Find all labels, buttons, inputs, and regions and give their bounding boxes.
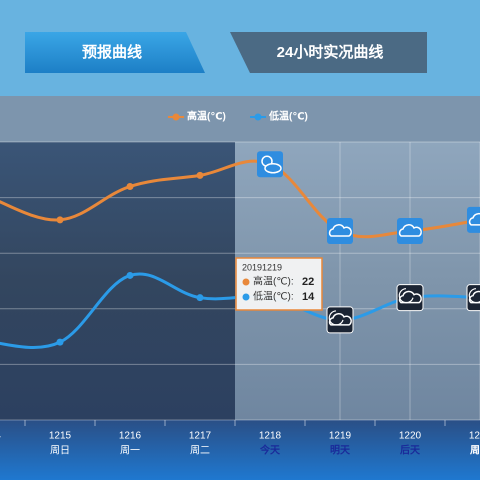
legend-dot xyxy=(254,113,262,121)
legend-dot xyxy=(172,113,180,121)
weather-icon xyxy=(396,284,424,312)
tooltip-dot xyxy=(242,278,250,286)
legend-label: 低温(℃) xyxy=(268,110,308,123)
x-tick-label: 1219 xyxy=(329,431,352,442)
x-sub-label: 周一 xyxy=(120,445,140,457)
tooltip-label: 低温(℃): xyxy=(253,290,294,303)
tooltip-title: 20191219 xyxy=(242,262,282,272)
weather-icon xyxy=(468,288,480,304)
tab-label[interactable]: 24小时实况曲线 xyxy=(277,43,384,61)
x-tick-label: 1216 xyxy=(119,431,142,442)
weather-icon xyxy=(328,224,352,237)
weather-icon xyxy=(398,290,422,304)
weather-icon xyxy=(467,206,480,233)
legend-bg xyxy=(0,96,480,142)
x-tick-label: 1214 xyxy=(0,431,2,442)
x-tick-label: 1217 xyxy=(189,431,212,442)
x-sub-label: 今天 xyxy=(259,444,281,457)
weather-icon xyxy=(398,224,422,237)
x-sub-label: 后天 xyxy=(400,444,421,457)
weather-icon xyxy=(264,162,282,174)
x-sub-label: 周六 xyxy=(470,444,480,457)
weather-icon xyxy=(327,217,353,244)
tooltip-label: 高温(℃): xyxy=(253,275,294,288)
point xyxy=(126,182,134,190)
x-tick-label: 1220 xyxy=(399,431,422,442)
tab-label[interactable]: 预报曲线 xyxy=(82,43,142,61)
weather-icon xyxy=(468,290,480,304)
tooltip-value: 14 xyxy=(302,291,315,303)
tooltip-value: 22 xyxy=(302,276,314,288)
weather-icon xyxy=(398,288,414,304)
x-sub-label: 周二 xyxy=(190,445,210,457)
x-tick-label: 1221 xyxy=(469,431,480,442)
tab[interactable] xyxy=(25,32,205,73)
x-sub-label: 周日 xyxy=(50,445,70,457)
x-sub-label: 明天 xyxy=(330,445,351,457)
point xyxy=(196,294,204,302)
axis-band xyxy=(0,420,480,480)
point xyxy=(196,171,204,179)
weather-icon xyxy=(328,310,344,326)
point xyxy=(56,338,64,346)
weather-icon xyxy=(397,217,423,244)
legend-label: 高温(℃) xyxy=(187,110,226,123)
tooltip xyxy=(235,257,323,311)
point xyxy=(56,216,64,224)
weather-icon xyxy=(328,313,352,326)
weather-icon xyxy=(468,212,480,226)
x-tick-label: 1215 xyxy=(49,431,72,442)
tooltip-dot xyxy=(242,293,250,301)
point xyxy=(126,271,134,279)
weather-icon xyxy=(326,306,354,334)
tab[interactable] xyxy=(230,32,427,73)
x-tick-label: 1218 xyxy=(259,431,282,442)
